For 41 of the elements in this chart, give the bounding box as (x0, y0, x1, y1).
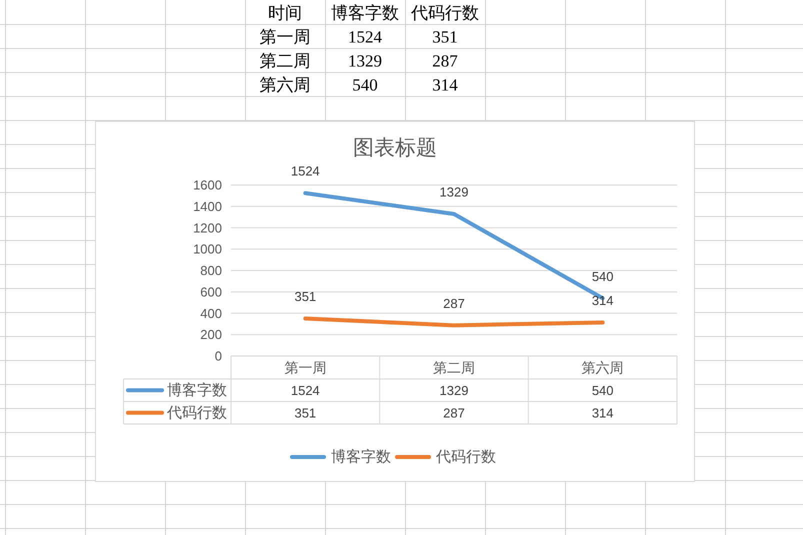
legend-label: 代码行数 (436, 448, 496, 466)
ytick-label: 1200 (193, 220, 222, 236)
table-value: 314 (592, 405, 614, 420)
category-label: 第六周 (582, 360, 624, 376)
title: 图表标题 (353, 136, 437, 160)
ytick-label: 600 (200, 284, 222, 300)
table-series-name: 代码行数 (167, 404, 227, 422)
ytick-label: 200 (200, 327, 222, 342)
cell-value: 540 (352, 76, 378, 94)
ytick-label: 1400 (193, 198, 222, 214)
cell-label: 第一周 (260, 28, 310, 46)
cell-header: 时间 (268, 4, 302, 22)
category-label: 第二周 (433, 360, 475, 376)
cell-label: 第六周 (260, 76, 310, 94)
data-label: 1329 (440, 184, 468, 200)
table-value: 351 (294, 405, 316, 420)
table-value: 1524 (290, 382, 320, 398)
table-series-name: 博客字数 (167, 382, 227, 399)
ytick-label: 1600 (193, 178, 222, 192)
data-label: 540 (592, 268, 614, 284)
data-label: 1524 (290, 164, 320, 179)
cell-header: 代码行数 (411, 4, 479, 22)
ytick-label: 800 (200, 263, 222, 278)
ytick-label: 0 (214, 348, 222, 364)
table-value: 287 (443, 405, 465, 420)
category-label: 第一周 (284, 360, 326, 376)
cell-value: 287 (432, 52, 458, 70)
cell-value: 314 (432, 76, 458, 94)
table-value: 540 (592, 382, 614, 398)
table-value: 1329 (440, 382, 468, 398)
legend-label: 博客字数 (331, 448, 391, 466)
cell-label: 第二周 (260, 52, 310, 70)
ytick-label: 1000 (193, 242, 222, 257)
data-label: 287 (443, 296, 465, 311)
data-label: 314 (592, 292, 614, 308)
ytick-label: 400 (200, 306, 222, 321)
cell-value: 1329 (348, 52, 382, 70)
cell-value: 351 (432, 28, 458, 46)
data-label: 351 (294, 288, 316, 304)
cell-header: 博客字数 (331, 4, 399, 22)
cell-value: 1524 (348, 28, 382, 46)
